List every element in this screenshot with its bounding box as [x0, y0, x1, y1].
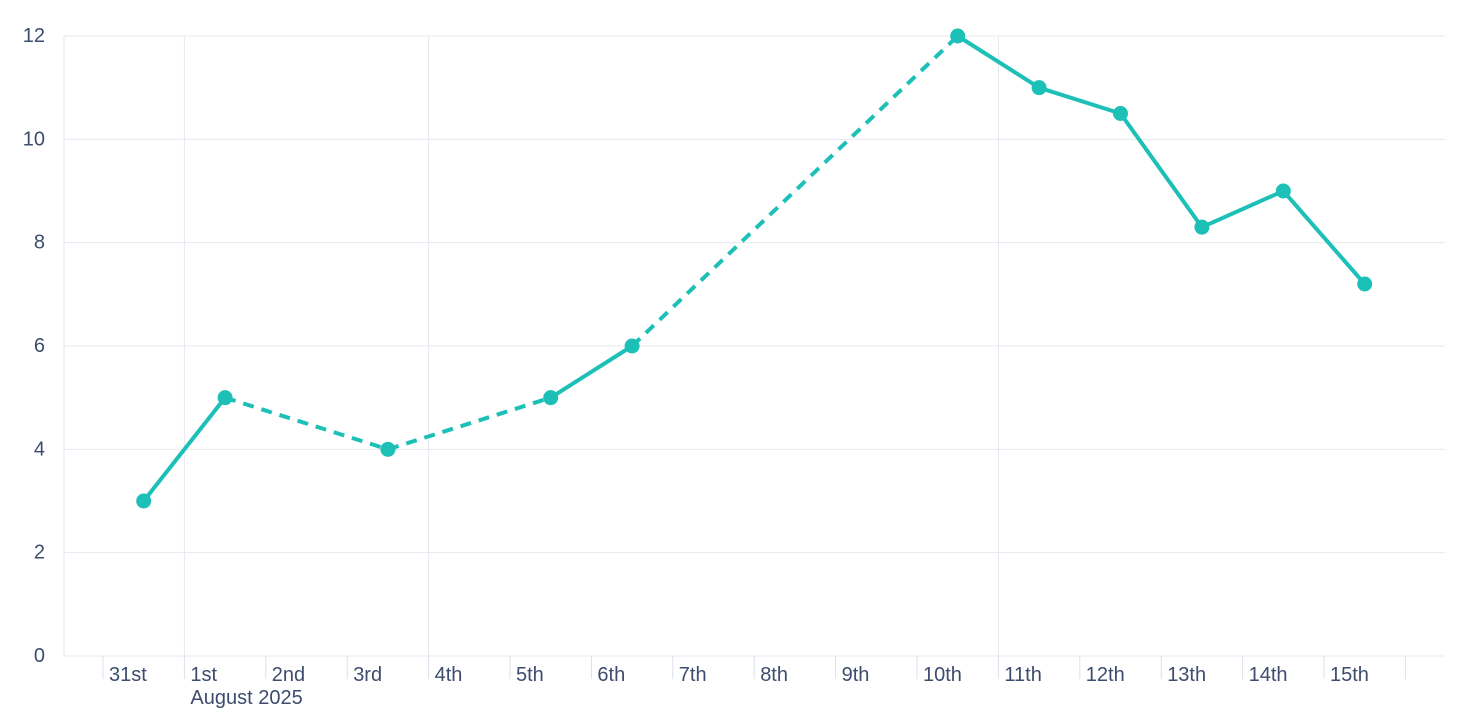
y-axis-tick-label: 4 [34, 438, 45, 460]
x-axis-tick-label: 13th [1167, 664, 1206, 686]
x-axis-tick-label: 10th [923, 664, 962, 686]
data-point-marker[interactable] [217, 390, 233, 406]
data-point-marker[interactable] [1275, 183, 1291, 199]
data-point-marker[interactable] [1194, 219, 1210, 235]
x-axis-ticks [102, 656, 1406, 679]
data-point-marker[interactable] [136, 493, 152, 509]
x-axis-tick-label: 4th [435, 664, 463, 686]
series-markers [136, 28, 1373, 509]
y-axis-labels: 0 2 4 6 8 10 12 [23, 25, 45, 667]
x-axis-tick-label: 5th [516, 664, 544, 686]
x-axis-labels: 31st 1st 2nd 3rd 4th 5th 6th 7th 8th 9th 10th 11th 1… [109, 664, 1369, 709]
x-axis-tick-label: 9th [842, 664, 870, 686]
x-axis-tick-label: 6th [597, 664, 625, 686]
data-point-marker[interactable] [1031, 80, 1047, 96]
series-segment-dashed [630, 34, 960, 348]
y-gridlines [64, 35, 1445, 657]
x-axis-month-label: August 2025 [190, 687, 302, 709]
y-axis-tick-label: 0 [34, 645, 45, 667]
x-axis-tick-label: 1st [190, 664, 217, 686]
x-axis-tick-label: 31st [109, 664, 147, 686]
data-point-marker[interactable] [1357, 276, 1373, 292]
series-line [141, 34, 1367, 503]
y-axis-tick-label: 8 [34, 232, 45, 254]
x-axis-tick-label: 12th [1086, 664, 1125, 686]
x-gridlines [183, 36, 999, 656]
data-point-marker[interactable] [543, 390, 559, 406]
x-axis-tick-label: 7th [679, 664, 707, 686]
series-segment-solid [955, 34, 1367, 286]
y-axis-tick-label: 10 [23, 128, 45, 150]
data-point-marker[interactable] [624, 338, 640, 354]
data-point-marker[interactable] [380, 441, 396, 457]
x-axis-tick-label: 8th [760, 664, 788, 686]
x-axis-tick-label: 3rd [353, 664, 382, 686]
x-axis-tick-label: 14th [1249, 664, 1288, 686]
x-axis-tick-label: 15th [1330, 664, 1369, 686]
series-segment-solid [141, 395, 228, 503]
y-axis-tick-label: 2 [34, 542, 45, 564]
series-segment-solid [548, 344, 635, 400]
x-axis-tick-label: 2nd [272, 664, 305, 686]
y-axis-tick-label: 6 [34, 335, 45, 357]
series-segment-dashed [224, 395, 552, 452]
data-point-marker[interactable] [950, 28, 966, 44]
data-point-marker[interactable] [1113, 106, 1128, 121]
y-axis-tick-label: 12 [23, 25, 45, 47]
x-axis-tick-label: 11th [1004, 664, 1041, 686]
